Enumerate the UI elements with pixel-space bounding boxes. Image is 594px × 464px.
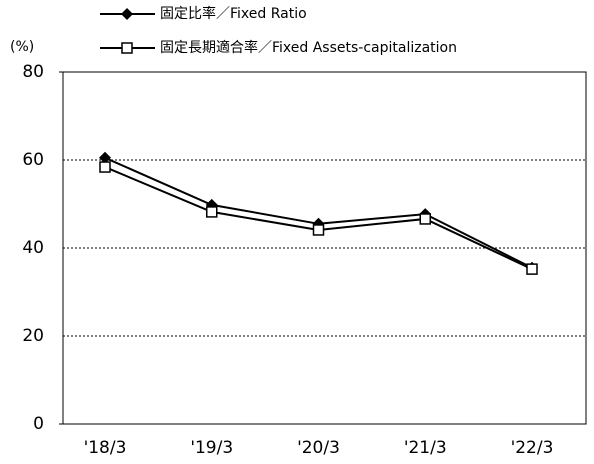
x-tick-label: '20/3 bbox=[297, 438, 340, 458]
marker bbox=[526, 263, 538, 275]
y-tick-label: 0 bbox=[33, 414, 44, 434]
x-tick-label: '22/3 bbox=[511, 438, 554, 458]
x-tick-label: '21/3 bbox=[404, 438, 447, 458]
legend-label: 固定長期適合率／Fixed Assets-capitalization bbox=[160, 39, 457, 56]
x-tick-label: '19/3 bbox=[190, 438, 233, 458]
marker bbox=[99, 161, 111, 173]
y-unit: (%) bbox=[10, 39, 34, 55]
marker bbox=[419, 213, 431, 225]
marker bbox=[312, 224, 325, 236]
marker bbox=[99, 151, 111, 164]
marker bbox=[206, 206, 218, 218]
x-tick-label: '18/3 bbox=[84, 438, 127, 458]
y-tick-label: 60 bbox=[22, 150, 44, 170]
marker bbox=[121, 8, 133, 20]
series-line bbox=[104, 156, 533, 269]
marker bbox=[121, 42, 133, 54]
y-tick-label: 20 bbox=[22, 326, 44, 346]
y-tick-label: 80 bbox=[22, 62, 44, 82]
legend-label: 固定比率／Fixed Ratio bbox=[160, 5, 307, 22]
y-tick-label: 40 bbox=[22, 238, 44, 258]
